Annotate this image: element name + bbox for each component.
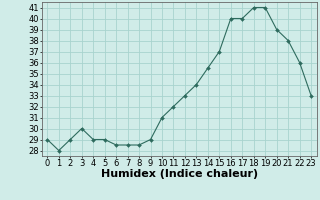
X-axis label: Humidex (Indice chaleur): Humidex (Indice chaleur)	[100, 169, 258, 179]
